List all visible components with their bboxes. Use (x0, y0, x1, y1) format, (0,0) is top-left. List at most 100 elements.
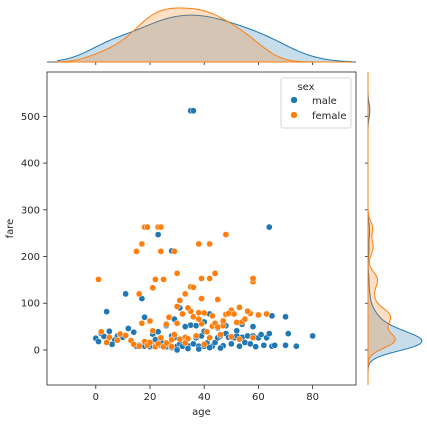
point-female (176, 297, 184, 304)
y-tick-label: 400 (21, 159, 40, 170)
point-female (173, 319, 181, 327)
point-female (211, 270, 219, 277)
point-male (141, 313, 148, 321)
point-female (171, 331, 178, 338)
point-female (263, 310, 270, 318)
point-female (157, 223, 165, 231)
point-male (206, 344, 213, 351)
point-female (143, 223, 151, 231)
point-female (214, 296, 222, 303)
y-axis-label: fare (5, 219, 16, 239)
x-tick-label: 0 (93, 392, 99, 403)
point-female (173, 303, 181, 310)
point-male (252, 343, 260, 351)
point-male (195, 345, 203, 353)
point-male (124, 325, 132, 332)
y-tick-label: 500 (21, 112, 40, 123)
point-male (260, 341, 268, 349)
point-female (152, 276, 159, 283)
x-axis-label: age (192, 407, 211, 418)
point-female (135, 342, 143, 350)
point-female (217, 331, 224, 338)
point-female (236, 335, 243, 343)
top-kde-male (57, 14, 352, 63)
y-tick-label: 300 (21, 205, 40, 216)
point-female (157, 334, 165, 342)
point-female (168, 336, 176, 344)
point-male (217, 344, 224, 352)
point-female (162, 339, 170, 347)
point-female (162, 320, 170, 328)
x-tick-label: 80 (306, 392, 319, 403)
legend-box (280, 77, 352, 129)
x-tick-label: 20 (144, 392, 157, 403)
point-male (122, 290, 129, 298)
x-tick-label: 40 (198, 392, 211, 403)
point-male (249, 323, 257, 330)
point-male (103, 308, 110, 316)
point-male (95, 338, 102, 345)
point-male (184, 345, 192, 352)
legend-title: sex (297, 82, 314, 93)
point-female (133, 248, 140, 255)
legend-label-female: female (312, 111, 346, 122)
point-female (219, 317, 227, 325)
point-male (265, 223, 273, 231)
point-female (255, 311, 262, 319)
point-female (241, 315, 249, 323)
point-female (206, 334, 213, 342)
point-female (200, 341, 208, 348)
point-female (192, 332, 200, 340)
point-male (227, 340, 235, 348)
point-female (181, 290, 189, 298)
point-female (173, 270, 181, 277)
point-male (282, 341, 289, 349)
point-female (206, 275, 213, 282)
point-female (122, 332, 129, 339)
point-female (236, 304, 243, 311)
point-male (284, 330, 292, 337)
point-male (236, 342, 243, 350)
point-female (157, 248, 165, 255)
point-female (105, 334, 113, 341)
point-female (149, 284, 157, 292)
point-female (195, 240, 203, 248)
point-female (168, 343, 176, 351)
point-male (246, 340, 254, 348)
point-female (179, 310, 186, 318)
top-kde-female (57, 7, 351, 63)
point-female (97, 328, 105, 336)
point-male (265, 330, 273, 337)
point-female (138, 319, 146, 327)
point-female (165, 313, 173, 321)
legend-label-male: male (312, 96, 337, 107)
point-female (222, 231, 230, 238)
point-female (103, 339, 110, 346)
point-male (257, 331, 265, 338)
point-male (190, 107, 197, 115)
scatter-plot-area: 0 20 40 60 80 0 100 200 300 400 500 (21, 71, 357, 403)
point-female (195, 309, 203, 316)
point-female (230, 310, 238, 318)
point-female (146, 317, 154, 325)
point-female (95, 276, 102, 283)
point-female (249, 275, 257, 282)
point-female (154, 340, 162, 348)
point-male (173, 346, 181, 354)
point-male (130, 328, 138, 336)
y-tick-label: 100 (21, 299, 40, 310)
point-female (249, 334, 257, 342)
y-tick-label: 200 (21, 252, 40, 263)
point-female (198, 295, 205, 302)
point-female (135, 290, 143, 298)
point-female (190, 284, 197, 291)
point-male (271, 341, 279, 349)
point-male (233, 327, 241, 335)
point-female (195, 315, 203, 323)
point-female (138, 240, 146, 248)
right-kde-female (367, 72, 396, 385)
top-marginal-kde (47, 7, 356, 65)
legend: sex male female (280, 77, 352, 129)
legend-marker-female (290, 111, 298, 119)
